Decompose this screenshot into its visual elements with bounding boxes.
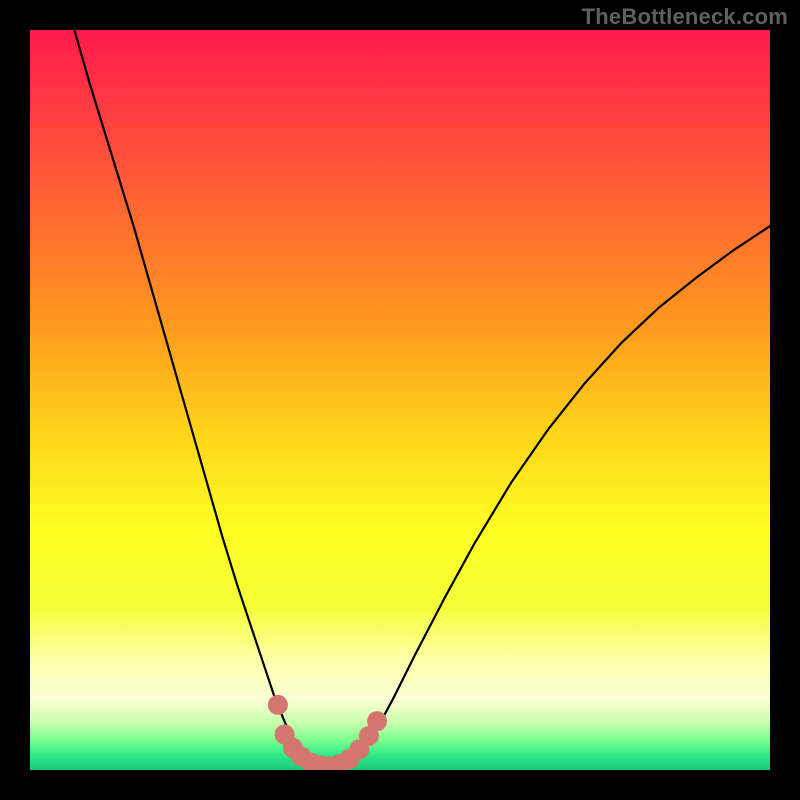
bottleneck-curve-chart — [30, 30, 770, 770]
chart-container: TheBottleneck.com — [0, 0, 800, 800]
gradient-background — [30, 30, 770, 770]
plot-area — [30, 30, 770, 770]
watermark-label: TheBottleneck.com — [582, 4, 788, 30]
highlight-dot — [268, 695, 288, 715]
highlight-dot — [367, 711, 387, 731]
